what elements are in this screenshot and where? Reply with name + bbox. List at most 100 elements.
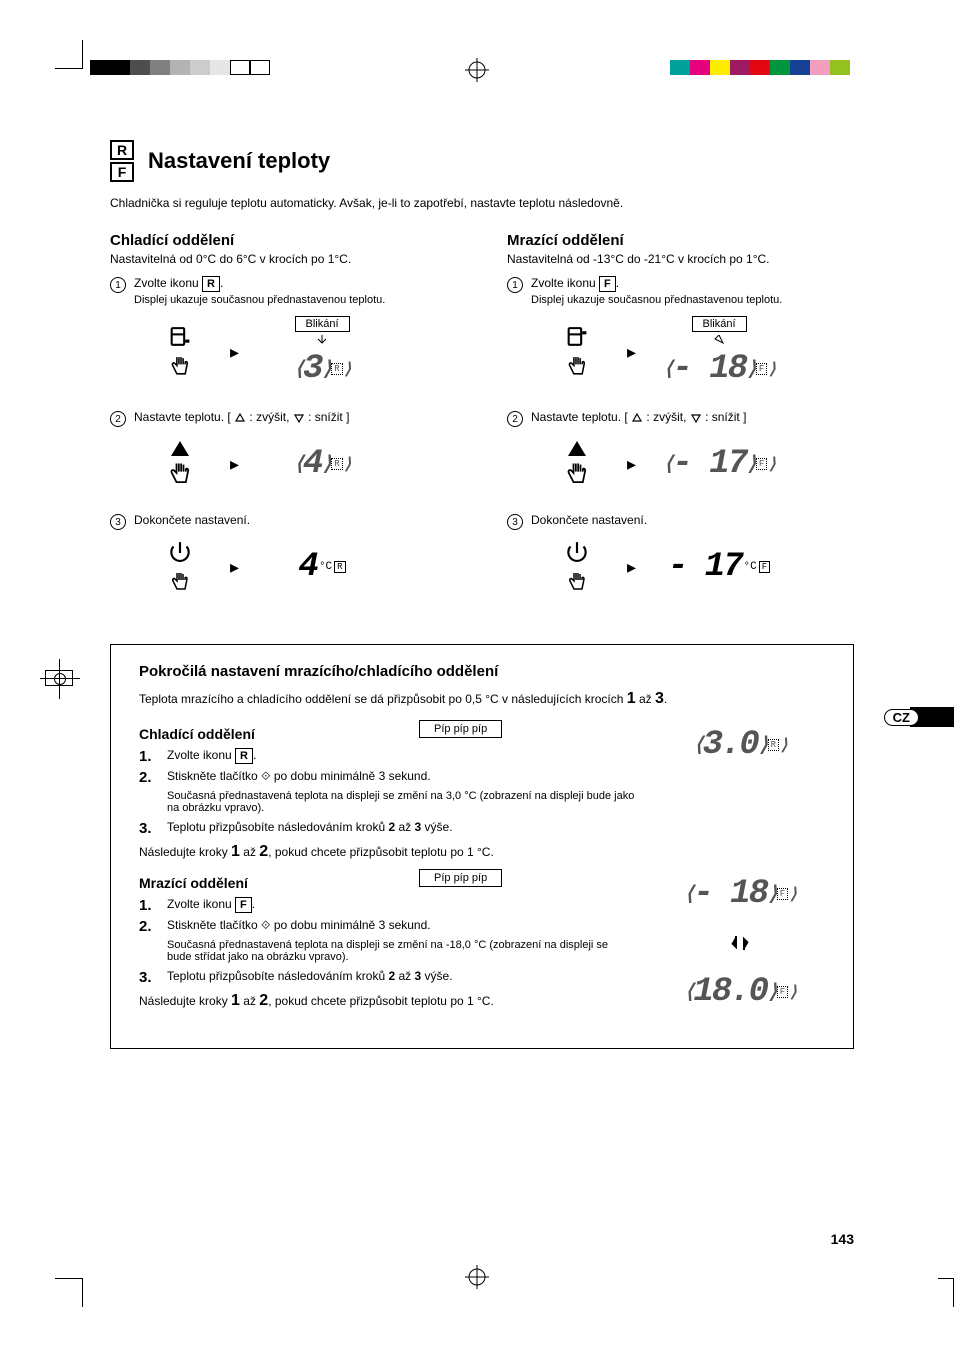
step3-text: Dokončete nastavení. [531,513,647,527]
step-number-icon: 1 [507,277,523,293]
blink-label: Blikání [692,316,747,332]
touch-target-icon [555,325,599,379]
period: . [616,276,619,290]
freezing-section: Mrazící oddělení Nastavitelná od -13°C d… [507,232,854,616]
crop-mark [55,1278,83,1279]
page-number: 143 [831,1231,854,1247]
arrow-right-icon: ▸ [230,454,239,475]
hand-icon [166,570,194,594]
step-number-icon: 3 [110,514,126,530]
display-readout: ⟨- 17⟩F⟩ [665,445,774,483]
touch-target-icon [158,325,202,379]
touch-target-icon [158,437,202,491]
cooling-heading: Chladící oddělení [110,232,457,249]
display-readout: 4°CR [299,548,346,586]
hand-icon [166,460,194,488]
touch-target-icon [555,540,599,594]
adv-step2: Stiskněte tlačítko ⟐ po dobu minimálně 3… [167,918,431,935]
rf-icon: R F [110,140,134,182]
intro-text: Chladnička si reguluje teplotu automatic… [110,196,854,210]
illustration: ▸ ⟨4⟩R⟩ [158,437,457,491]
display-readout: ⟨18.0⟩F⟩ [686,973,795,1011]
hand-icon [166,354,194,379]
arrow-right-icon: ▸ [627,557,636,578]
swap-icon [730,933,750,953]
step-number-icon: 2 [507,411,523,427]
adv-cooling-heading: Chladící oddělení [139,726,635,742]
registration-mark-icon [45,670,73,686]
r-box-icon: R [110,140,134,160]
touch-target-icon [555,437,599,491]
beep-label: Píp píp píp [419,720,502,738]
step-number-icon: 2 [110,411,126,427]
illustration: ▸ Blikání ⟨- 18⟩F⟩ [555,316,854,388]
advanced-box: Pokročilá nastavení mrazícího/chladícího… [110,644,854,1049]
illustration: ▸ Blikání ⟨3⟩R⟩ [158,316,457,388]
f-letter-icon: F [235,897,252,913]
step1-sub: Displej ukazuje současnou přednastavenou… [531,294,782,306]
crop-mark [938,1278,954,1279]
cooling-section: Chladící oddělení Nastavitelná od 0°C do… [110,232,457,616]
display-readout: ⟨3.0⟩R⟩ [695,726,786,764]
step1-text: Zvolte ikonu [531,276,599,290]
display-readout: ⟨- 18⟩F⟩ [686,875,795,913]
illustration: ▸ - 17°CF [555,540,854,594]
adv-step2: Stiskněte tlačítko ⟐ po dobu minimálně 3… [167,769,431,786]
step1-text: Zvolte ikonu [134,276,202,290]
display-readout: ⟨- 18⟩F⟩ [665,350,774,388]
up-triangle-icon [568,441,586,456]
pointer-down-icon [315,335,329,347]
freezing-heading: Mrazící oddělení [507,232,854,249]
arrow-right-icon: ▸ [627,454,636,475]
arrow-right-icon: ▸ [230,557,239,578]
adv-freezing-section: Píp píp píp Mrazící oddělení 1.Zvolte ik… [139,875,825,1024]
crop-mark [82,40,83,68]
hand-icon [563,354,591,379]
r-letter-icon: R [202,276,220,292]
display-readout: ⟨3⟩R⟩ [295,350,349,388]
registration-mark-icon [465,1265,489,1289]
color-bar-left [90,60,270,75]
follow-text: Následujte kroky 1 až 2, pokud chcete př… [139,992,635,1010]
adv-step3: Teplotu přizpůsobíte následováním kroků … [167,820,453,837]
f-box-icon: F [110,162,134,182]
step2-text: Nastavte teplotu. [ : zvýšit, : snížit ] [134,410,349,424]
advanced-heading: Pokročilá nastavení mrazícího/chladícího… [139,663,825,680]
r-letter-icon: R [235,748,253,764]
follow-text: Následujte kroky 1 až 2, pokud chcete př… [139,843,635,861]
illustration: ▸ 4°CR [158,540,457,594]
hand-icon [563,460,591,488]
adv-step3: Teplotu přizpůsobíte následováním kroků … [167,969,453,986]
advanced-para: Teplota mrazícího a chladícího oddělení … [139,690,825,708]
power-icon [167,540,193,566]
page-title: Nastavení teploty [148,148,330,174]
color-bar-right [670,60,850,75]
arrow-right-icon: ▸ [230,342,239,363]
freezing-range: Nastavitelná od -13°C do -21°C v krocích… [507,252,854,266]
adv-step2-sub: Současná přednastavená teplota na disple… [167,939,635,963]
crop-mark [55,68,83,69]
cooling-range: Nastavitelná od 0°C do 6°C v krocích po … [110,252,457,266]
adv-freezing-heading: Mrazící oddělení [139,875,635,891]
period: . [220,276,223,290]
display-readout: - 17°CF [668,548,770,586]
illustration: ▸ ⟨- 17⟩F⟩ [555,437,854,491]
step3-text: Dokončete nastavení. [134,513,250,527]
crop-mark [82,1279,83,1307]
step2-text: Nastavte teplotu. [ : zvýšit, : snížit ] [531,410,746,424]
step1-sub: Displej ukazuje současnou přednastavenou… [134,294,385,306]
adv-step2-sub: Současná přednastavená teplota na disple… [167,790,635,814]
power-icon [564,540,590,566]
display-readout: ⟨4⟩R⟩ [295,445,349,483]
arrow-right-icon: ▸ [627,342,636,363]
page-content: R F Nastavení teploty Chladnička si regu… [110,140,854,1237]
language-badge: CZ [884,709,919,726]
step-number-icon: 3 [507,514,523,530]
beep-label: Píp píp píp [419,869,502,887]
step-number-icon: 1 [110,277,126,293]
adv-cooling-section: Píp píp píp Chladící oddělení 1.Zvolte i… [139,726,825,875]
registration-mark-icon [465,58,489,82]
touch-target-icon [158,540,202,594]
blink-label: Blikání [295,316,350,332]
pointer-down-icon [712,335,726,347]
